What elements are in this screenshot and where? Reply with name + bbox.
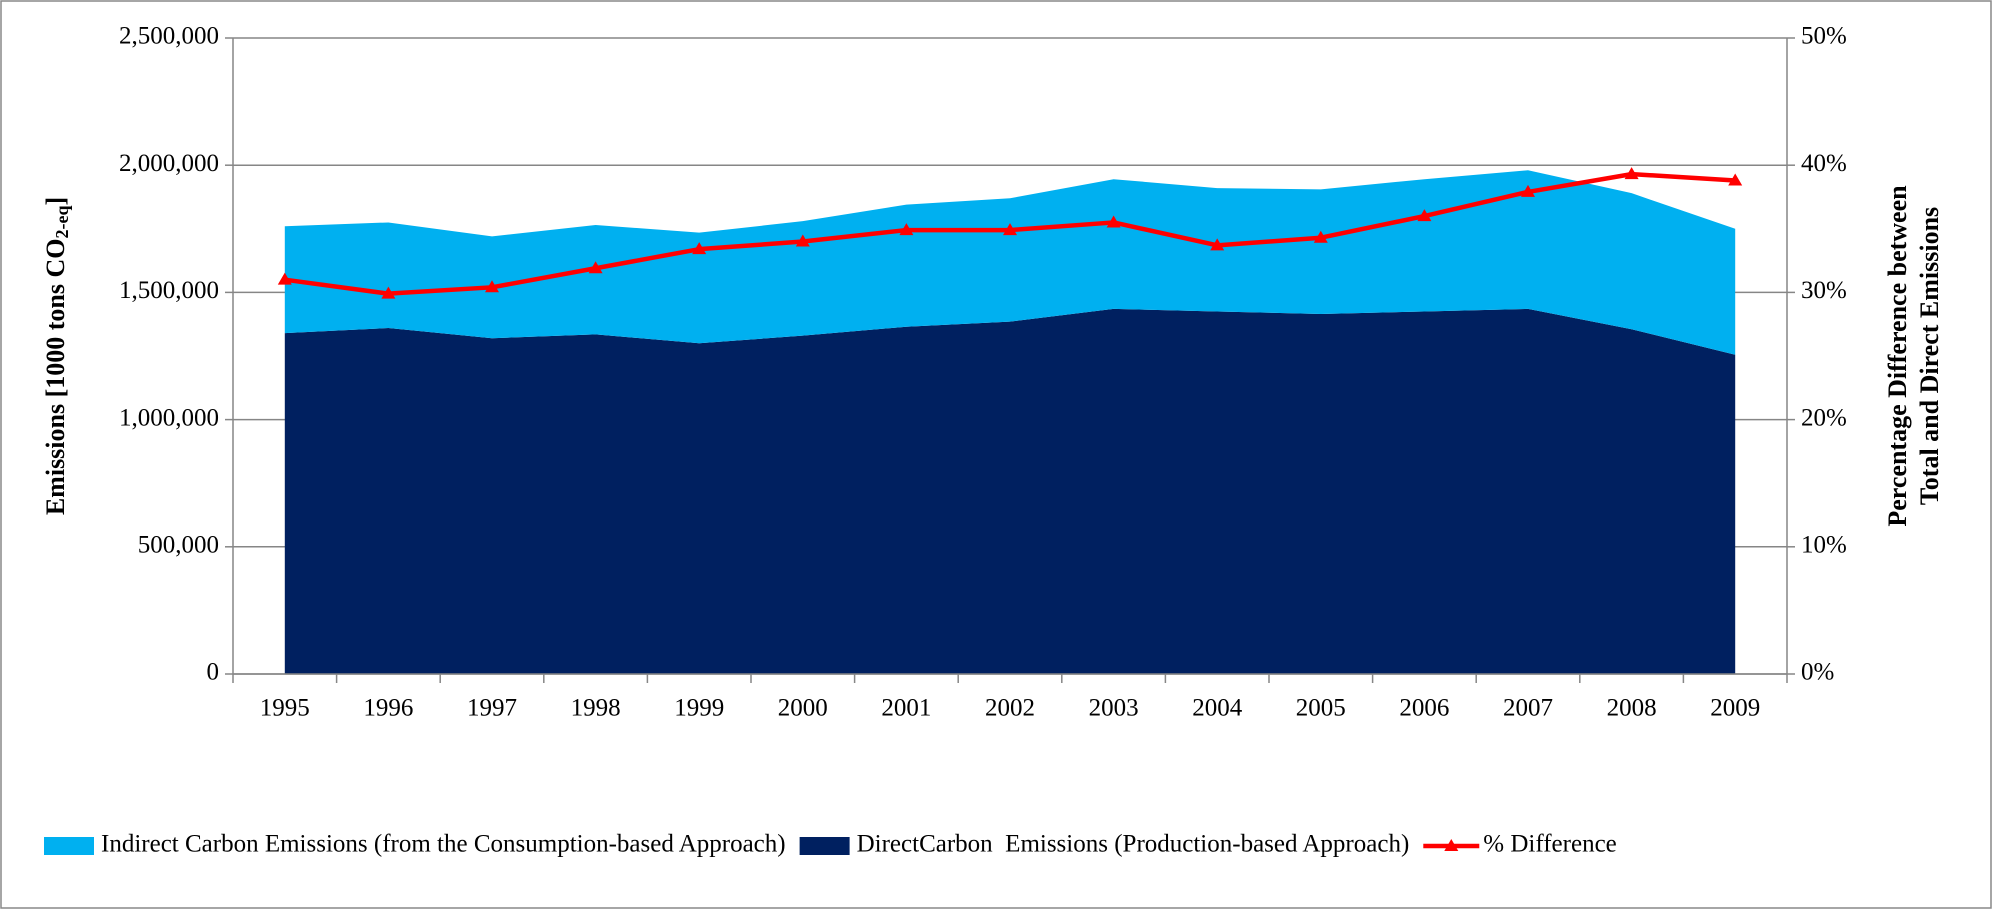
legend-swatch (1444, 839, 1459, 851)
y2-axis-title: Total and Direct Emissions (1915, 207, 1944, 505)
y-tick-label: 1,000,000 (119, 404, 219, 431)
line-marker (485, 280, 499, 293)
line-marker (588, 261, 603, 274)
y2-tick-label: 10% (1801, 532, 1847, 559)
line-marker (1417, 209, 1432, 222)
x-tick-label: 1997 (467, 695, 517, 722)
line-marker (899, 223, 914, 236)
line-marker (1313, 230, 1328, 243)
x-tick-label: 1999 (674, 695, 724, 722)
legend-label: % Difference (1483, 831, 1616, 858)
x-tick-label: 1995 (260, 695, 310, 722)
x-tick-label: 2007 (1503, 695, 1553, 722)
y-axis-title: Emissions [1000 tons CO2-eq] (41, 197, 72, 515)
legend-swatch (799, 837, 850, 855)
y2-tick-label: 50% (1801, 23, 1847, 50)
line-marker (277, 272, 292, 285)
y-tick-label: 1,500,000 (119, 277, 219, 304)
y-axis-title-end: ] (41, 197, 70, 206)
y-tick-label: 500,000 (138, 532, 219, 559)
line-marker (1624, 167, 1639, 180)
y2-tick-label: 0% (1801, 659, 1834, 686)
x-tick-label: 2008 (1607, 695, 1657, 722)
line-marker (1521, 184, 1535, 197)
line-marker (692, 242, 707, 255)
x-tick-label: 2000 (778, 695, 828, 722)
y2-tick-label: 20% (1801, 404, 1847, 431)
x-tick-label: 1996 (363, 695, 413, 722)
x-tick-label: 2005 (1296, 695, 1346, 722)
line-marker (1210, 238, 1225, 251)
x-tick-label: 2009 (1710, 695, 1760, 722)
line-marker (1728, 173, 1743, 186)
y-tick-label: 0 (207, 659, 220, 686)
y2-tick-label: 30% (1801, 277, 1847, 304)
legend-label: Indirect Carbon Emissions (from the Cons… (101, 831, 786, 858)
line-marker (795, 234, 810, 247)
x-tick-label: 2002 (985, 695, 1035, 722)
x-tick-label: 2004 (1192, 695, 1243, 722)
line-marker (1003, 223, 1017, 236)
line-marker (381, 286, 396, 299)
y-axis-title-sub: 2-eq (52, 206, 72, 239)
x-tick-label: 2006 (1399, 695, 1449, 722)
x-tick-label: 2003 (1089, 695, 1139, 722)
y2-axis-title: Percentage Difference between (1883, 185, 1912, 527)
x-tick-label: 1998 (571, 695, 621, 722)
y-tick-label: 2,000,000 (119, 150, 219, 177)
area (284, 308, 1736, 674)
y-tick-label: 2,500,000 (119, 23, 219, 50)
y2-tick-label: 40% (1801, 150, 1847, 177)
legend-swatch (44, 837, 94, 855)
y-axis-title-main: Emissions [1000 tons CO (41, 239, 70, 516)
line-marker (1106, 215, 1121, 228)
legend-label: DirectCarbon Emissions (Production-based… (857, 831, 1410, 858)
area (284, 170, 1736, 355)
x-tick-label: 2001 (881, 695, 931, 722)
